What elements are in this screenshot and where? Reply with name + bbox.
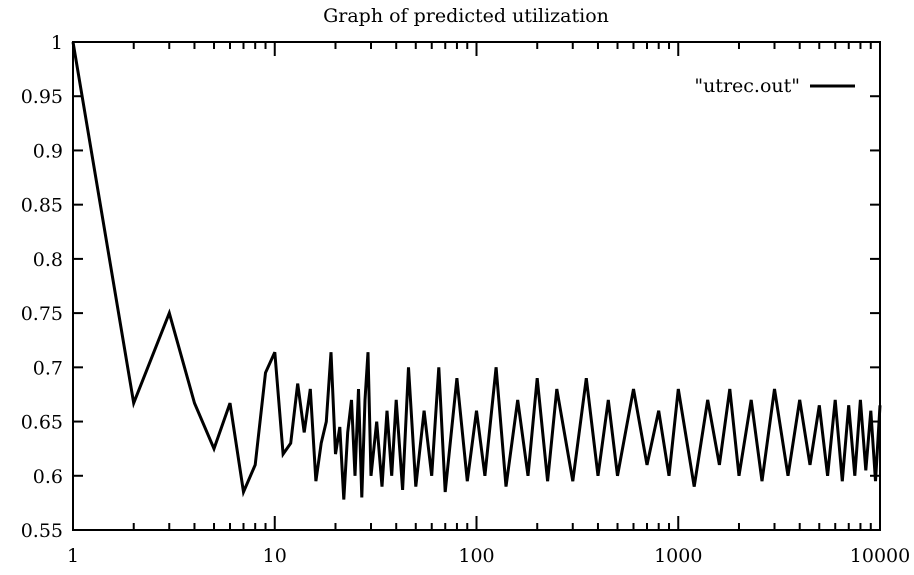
x-tick-label: 10000	[850, 545, 910, 567]
plot-frame	[72, 41, 881, 531]
x-tick-label: 10	[263, 545, 287, 567]
y-tick-label: 0.75	[21, 303, 63, 325]
y-tick-label: 0.65	[21, 412, 63, 434]
x-tick-label: 100	[458, 545, 494, 567]
x-tick-label: 1000	[654, 545, 702, 567]
x-axis: 1 10 100 1000 10000	[67, 42, 910, 567]
series-line	[71, 41, 882, 500]
y-tick-label: 0.85	[21, 195, 63, 217]
legend-label: "utrec.out"	[694, 75, 800, 97]
legend: "utrec.out"	[694, 75, 855, 97]
chart-title: Graph of predicted utilization	[323, 5, 609, 27]
y-tick-label: 0.55	[21, 520, 63, 542]
y-axis: 0.55 0.6 0.65 0.7 0.75 0.8 0.85 0.9 0.95 1	[21, 32, 880, 542]
y-tick-label: 0.95	[21, 86, 63, 108]
y-tick-label: 0.8	[33, 249, 63, 271]
y-tick-label: 1	[51, 32, 63, 54]
series-layer	[71, 41, 882, 500]
y-tick-label: 0.7	[33, 357, 63, 379]
y-tick-label: 0.9	[33, 140, 63, 162]
y-tick-label: 0.6	[33, 466, 63, 488]
x-tick-label: 1	[67, 545, 79, 567]
